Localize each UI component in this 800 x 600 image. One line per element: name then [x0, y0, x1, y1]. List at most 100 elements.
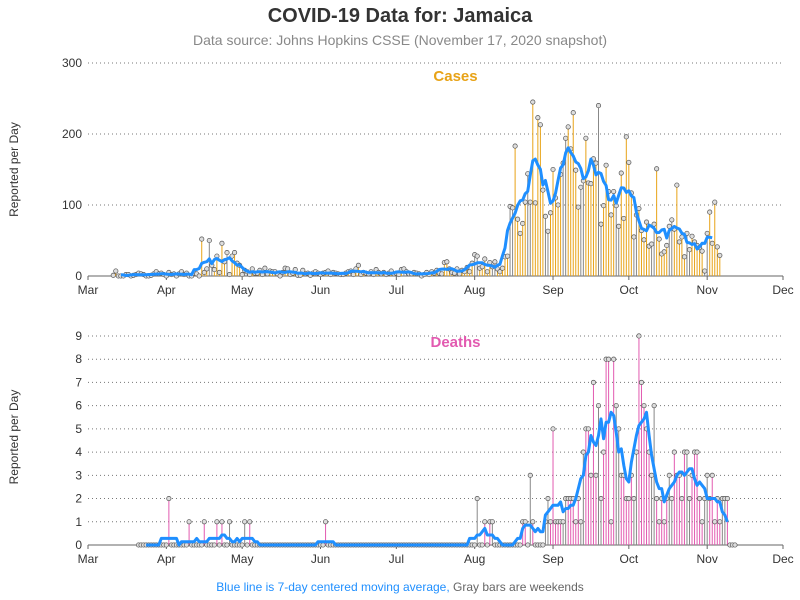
data-point: [355, 262, 361, 268]
data-point: [686, 495, 693, 502]
data-point: [247, 519, 253, 525]
y-axis-title: Reported per Day: [7, 122, 21, 217]
data-point: [196, 273, 202, 279]
data-point: [184, 542, 190, 548]
x-tick-label: Jul: [389, 283, 404, 297]
panel-title: Cases: [433, 68, 477, 85]
data-point: [611, 356, 617, 362]
data-point: [583, 135, 589, 141]
data-point: [504, 253, 511, 259]
cases-panel: 0 100 200 300 Mar Apr May Jun Jul Aug Sep Oct Nov Dec…: [7, 56, 794, 297]
data-point: [199, 236, 205, 242]
data-point: [598, 221, 604, 227]
data-point: [626, 159, 632, 165]
moving-average-line: [120, 146, 713, 277]
data-point: [643, 219, 650, 225]
data-point: [515, 216, 521, 222]
data-point: [613, 403, 619, 409]
data-point: [540, 187, 546, 193]
footnote: Blue line is 7-day centered moving avera…: [0, 580, 800, 594]
x-tick-label: Nov: [697, 283, 718, 297]
data-point: [661, 249, 667, 255]
data-point: [537, 122, 543, 128]
data-point: [522, 519, 528, 525]
y-tick-label: 5: [75, 422, 82, 436]
data-point: [676, 239, 682, 245]
deaths-panel: 0 1 2 3 4 5 6 7 8 9 Mar Apr May Jun Jul Aug Sep Oct Nov Dec…: [7, 329, 794, 566]
data-point: [638, 379, 645, 385]
data-point: [654, 166, 660, 172]
data-point: [656, 519, 662, 525]
data-point: [527, 199, 533, 205]
data-point: [439, 271, 445, 277]
x-tick-label: Apr: [157, 552, 176, 566]
data-point: [598, 495, 604, 502]
data-point: [484, 269, 490, 275]
data-point: [530, 99, 536, 105]
x-tick-label: Oct: [620, 283, 639, 297]
data-point: [641, 403, 647, 409]
data-point: [206, 237, 212, 244]
data-point: [550, 426, 556, 432]
data-point: [239, 542, 245, 548]
data-point: [484, 542, 490, 548]
data-point: [563, 135, 569, 141]
data-point: [542, 213, 548, 219]
data-point: [588, 181, 594, 187]
data-point: [588, 472, 594, 478]
data-point: [211, 267, 217, 273]
y-axis-title: Reported per Day: [7, 390, 21, 485]
x-tick-label: May: [231, 552, 254, 566]
data-point: [618, 170, 624, 176]
data-point: [444, 259, 450, 265]
data-point: [674, 182, 680, 188]
x-tick-label: Dec: [772, 552, 793, 566]
data-point: [479, 542, 485, 548]
data-point: [666, 472, 672, 478]
y-tick-label: 4: [75, 445, 82, 459]
data-point: [472, 542, 478, 548]
data-point: [186, 519, 192, 525]
data-point: [606, 356, 612, 362]
data-point: [232, 250, 238, 256]
data-point: [242, 519, 248, 525]
x-tick-label: Aug: [464, 552, 485, 566]
data-point: [580, 449, 586, 455]
data-point: [651, 403, 657, 409]
data-point: [492, 259, 498, 265]
data-point: [527, 472, 533, 478]
page-subtitle: Data source: Johns Hopkins CSSE (Novembe…: [193, 32, 607, 48]
data-point: [697, 495, 703, 502]
y-tick-label: 8: [75, 352, 82, 366]
data-point: [694, 449, 700, 455]
y-tick-label: 200: [62, 127, 82, 141]
page-title: COVID-19 Data for: Jamaica: [267, 5, 533, 27]
data-point: [555, 202, 561, 208]
data-point: [482, 519, 488, 525]
y-tick-label: 0: [75, 269, 82, 283]
data-point: [489, 519, 495, 525]
data-point: [517, 542, 523, 548]
data-point: [590, 379, 597, 385]
data-point: [664, 242, 670, 249]
y-tick-label: 300: [62, 56, 82, 70]
data-point: [712, 519, 718, 525]
data-point: [166, 495, 172, 502]
moving-average-line: [146, 410, 729, 547]
data-point: [320, 542, 326, 548]
footnote-moving-average: Blue line is 7-day centered moving avera…: [216, 580, 450, 594]
data-point: [709, 240, 715, 246]
data-point: [601, 203, 607, 209]
data-point: [707, 209, 713, 215]
data-point: [603, 162, 609, 168]
data-point: [709, 472, 715, 478]
panel-title: Deaths: [430, 334, 480, 351]
x-tick-label: Sep: [542, 552, 564, 566]
data-point: [547, 210, 554, 216]
data-point: [702, 268, 708, 274]
data-point: [545, 228, 551, 234]
data-point: [699, 519, 705, 525]
y-tick-label: 1: [75, 515, 82, 529]
data-point: [560, 519, 566, 525]
